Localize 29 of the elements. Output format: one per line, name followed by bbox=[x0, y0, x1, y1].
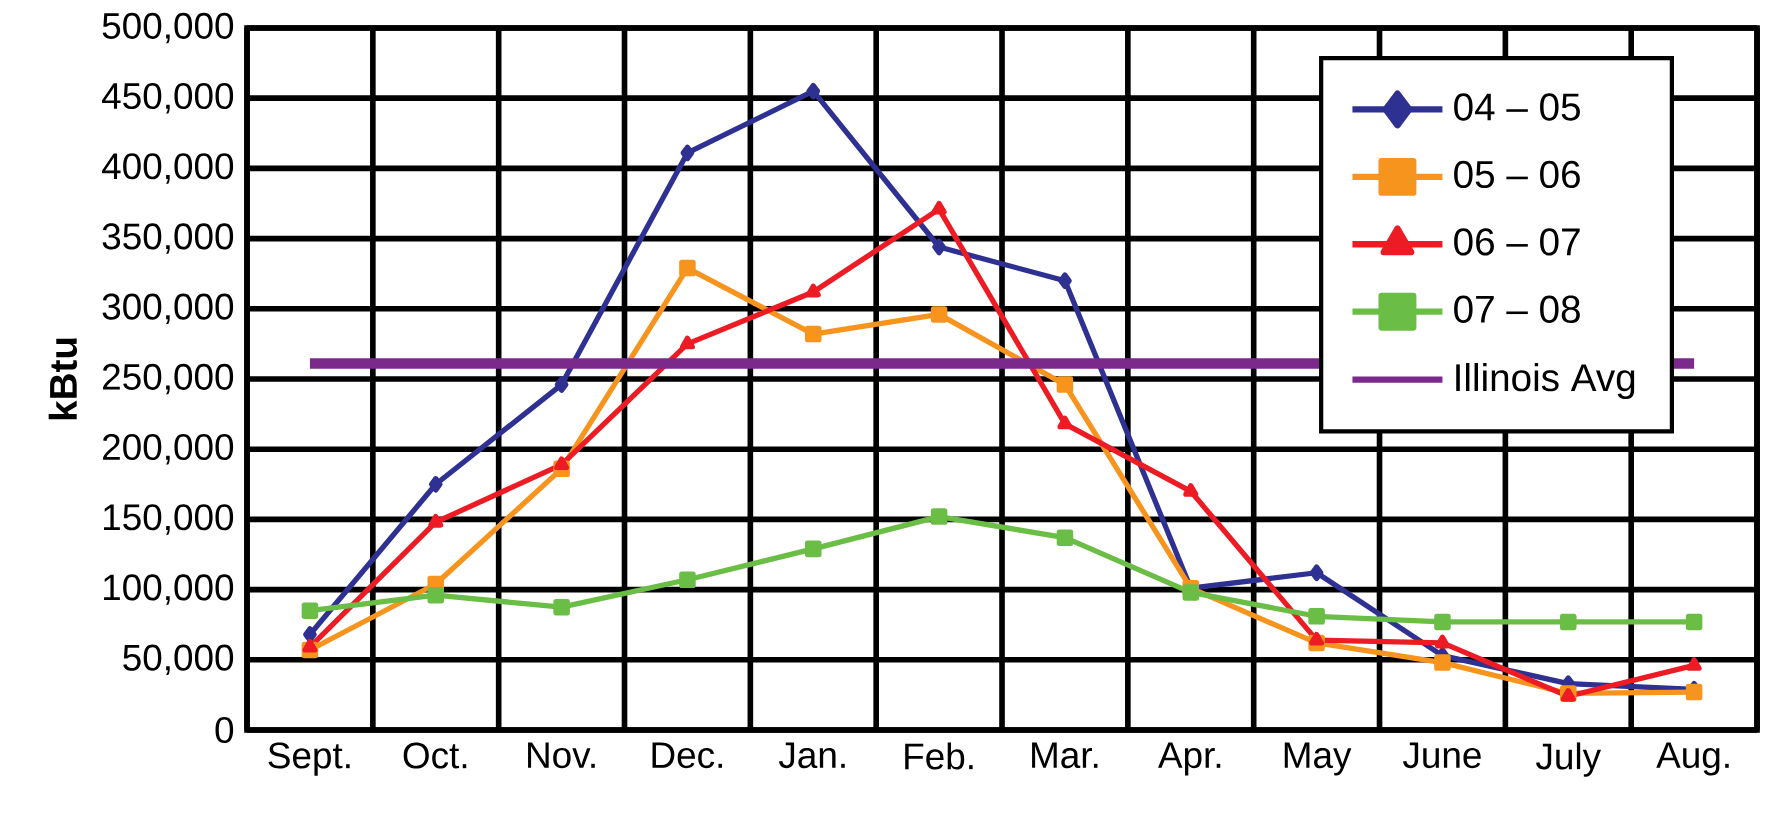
y-tick-label: 450,000 bbox=[102, 82, 234, 114]
legend-label: 07 – 08 bbox=[1454, 295, 1580, 323]
y-tick-label: 300,000 bbox=[102, 293, 234, 325]
x-tick-label: Aug. bbox=[1656, 742, 1729, 776]
y-axis-title: kBtu bbox=[48, 338, 78, 420]
y-tick-label: 400,000 bbox=[102, 153, 234, 184]
ref-line-label: Illinois Avg bbox=[1456, 362, 1635, 399]
x-tick-label: Jan. bbox=[778, 742, 845, 769]
y-tick-label: 50,000 bbox=[123, 644, 234, 676]
y-tick-label: 200,000 bbox=[103, 433, 234, 465]
y-tick-label: 150,000 bbox=[104, 504, 234, 535]
y-tick-label: 0 bbox=[215, 716, 234, 744]
x-tick-label: Apr. bbox=[1158, 742, 1221, 776]
x-tick-label: May bbox=[1284, 742, 1352, 776]
x-tick-label: Oct. bbox=[403, 742, 467, 769]
y-tick-label: 250,000 bbox=[103, 363, 234, 395]
x-tick-label: Feb. bbox=[905, 742, 973, 770]
y-tick-label: 500,000 bbox=[102, 12, 234, 44]
legend-label: 05 – 06 bbox=[1454, 160, 1580, 189]
x-tick-label: Sept. bbox=[268, 742, 350, 776]
x-tick-label: Mar. bbox=[1032, 742, 1098, 769]
y-tick-label: 100,000 bbox=[104, 574, 234, 605]
x-tick-label: July bbox=[1536, 742, 1601, 777]
y-tick-label: 350,000 bbox=[102, 223, 234, 254]
x-tick-label: Dec. bbox=[652, 742, 722, 769]
legend-label: 06 – 07 bbox=[1454, 228, 1580, 256]
x-tick-label: Nov. bbox=[528, 742, 595, 769]
x-tick-label: June bbox=[1402, 742, 1481, 769]
legend-label: 04 – 05 bbox=[1454, 93, 1580, 121]
